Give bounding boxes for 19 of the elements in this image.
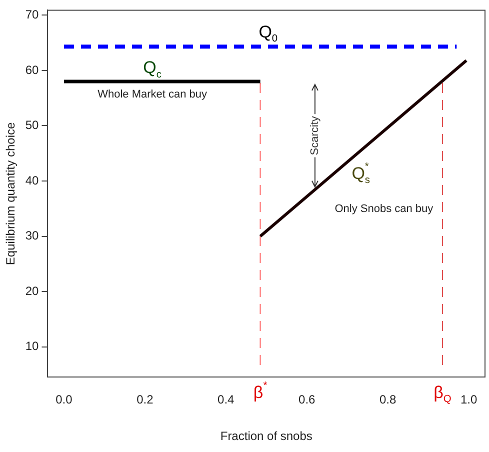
x-tick-label: 0.6 xyxy=(298,392,316,407)
annotation: Only Snobs can buy xyxy=(334,202,434,215)
y-tick-label: 60 xyxy=(25,62,40,77)
x-tick-label: 0.2 xyxy=(136,392,154,407)
annotation: Whole Market can buy xyxy=(98,88,208,101)
annotation: Scarcity xyxy=(308,116,321,156)
x-tick-label: 0.4 xyxy=(218,392,235,407)
y-tick-label: 10 xyxy=(25,339,40,354)
text: β* xyxy=(253,380,268,402)
x-tick-label: 0.8 xyxy=(379,392,396,407)
y-tick-label: 40 xyxy=(25,173,40,188)
y-tick-label: 20 xyxy=(25,284,40,298)
y-tick-label: 30 xyxy=(25,228,40,243)
y-tick-label: 50 xyxy=(25,118,40,132)
x-tick-label: 0.0 xyxy=(56,392,73,407)
y-axis-title: Equilibrium quantity choice xyxy=(4,122,18,266)
x-tick-label: 1.0 xyxy=(460,392,478,407)
x-axis-title: Fraction of snobs xyxy=(220,429,312,444)
y-tick-label: 70 xyxy=(25,7,40,22)
